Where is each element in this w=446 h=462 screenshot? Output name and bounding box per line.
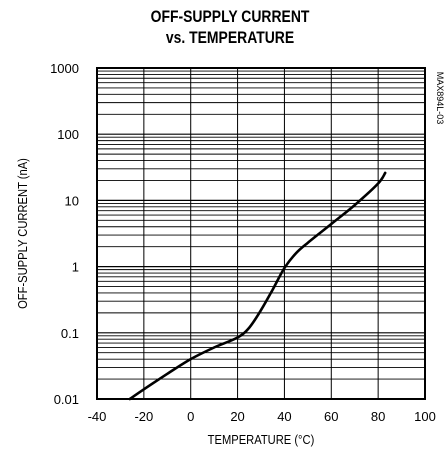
series-line [128,171,387,401]
grid-lines [96,68,426,400]
data-point [236,336,238,338]
series-points [129,172,387,400]
data-point [248,326,250,328]
data-point [166,373,168,375]
x-tick-label: 0 [187,409,194,424]
data-point [143,388,145,390]
data-point [190,358,192,360]
x-tick-label: 40 [277,409,291,424]
data-point [377,182,379,184]
data-point [283,267,285,269]
x-tick-label: 80 [371,409,385,424]
y-tick-label: 10 [65,193,79,208]
data-point [295,252,297,254]
y-tick-label: 1000 [50,61,79,76]
data-point [384,172,386,174]
data-point [260,309,262,311]
chart-title: OFF-SUPPLY CURRENT vs. TEMPERATURE [47,6,413,48]
chart-title-line-2: vs. TEMPERATURE [165,28,295,47]
y-tick-label: 1 [72,260,79,275]
data-point [129,398,131,400]
chart-title-line-1: OFF-SUPPLY CURRENT [150,7,310,26]
data-point [330,223,332,225]
x-tick-label: -20 [134,409,153,424]
y-tick-label: 0.01 [54,392,79,407]
x-tick-label: 100 [414,409,436,424]
x-tick-label: 20 [230,409,244,424]
y-axis-label: OFF-SUPPLY CURRENT (nA) [15,158,30,309]
x-tick-label: 60 [324,409,338,424]
plot-frame [96,67,426,400]
figure-code-label: MAX894L-03 [435,72,445,125]
x-axis-label: TEMPERATURE (°C) [208,432,315,447]
data-point [213,346,215,348]
tick-labels: -40 -20 0 20 40 60 80 100 0.01 0.1 1 10 100 1000 [50,61,436,424]
x-tick-label: -40 [88,409,107,424]
data-point [307,241,309,243]
y-tick-label: 100 [57,127,79,142]
data-point [272,288,274,290]
y-tick-label: 0.1 [61,326,79,341]
data-point [354,204,356,206]
